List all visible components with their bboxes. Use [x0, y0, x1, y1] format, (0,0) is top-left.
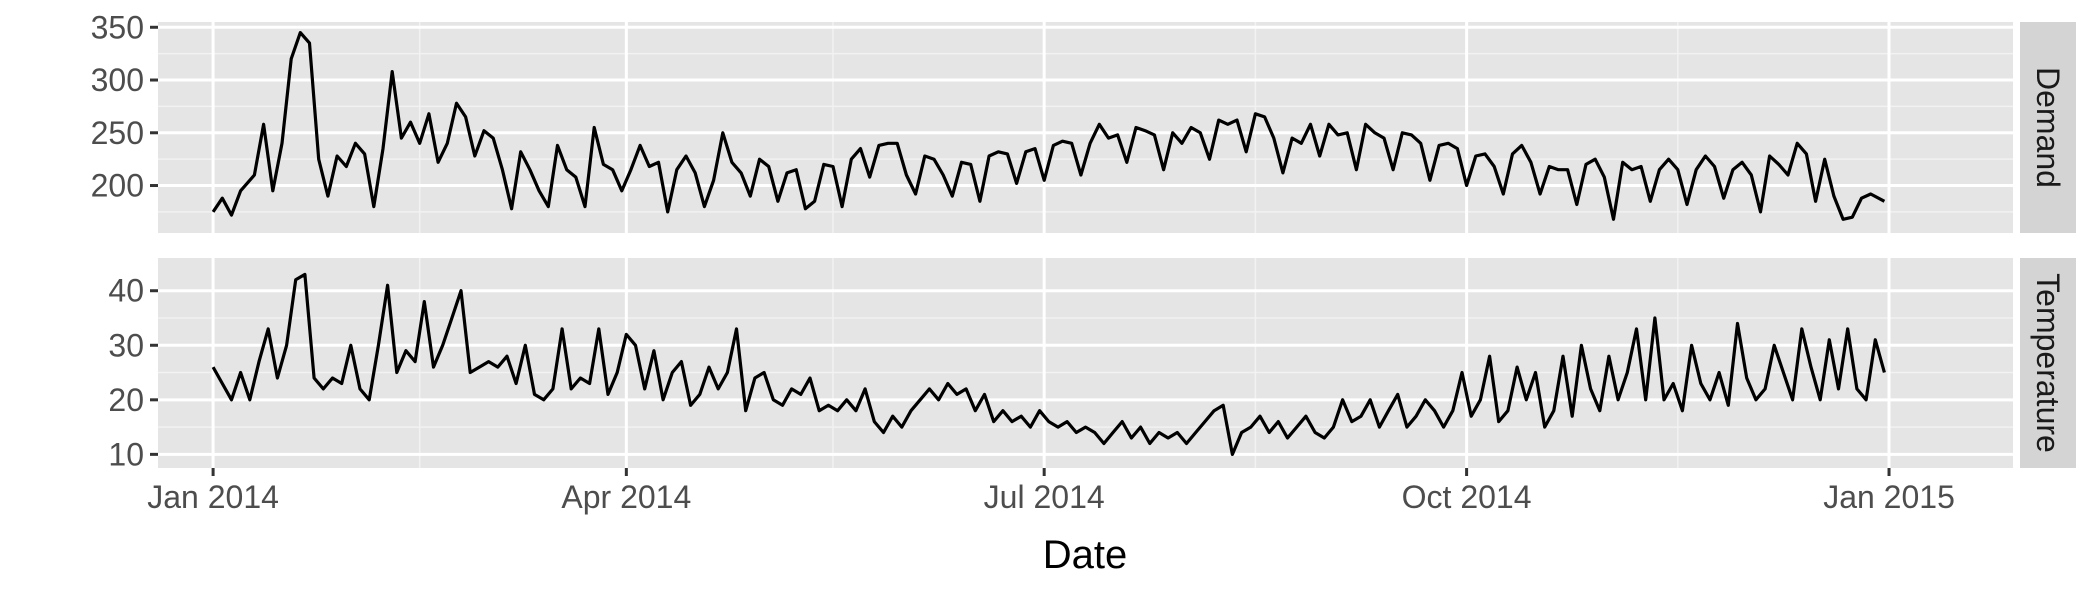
series-line-demand — [211, 31, 1886, 221]
y-tick-label: 350 — [91, 9, 144, 45]
y-tick-label: 10 — [108, 436, 144, 472]
facet-strip — [2020, 258, 2076, 468]
y-tick-label: 40 — [108, 273, 144, 309]
y-tick-label: 20 — [108, 382, 144, 418]
x-axis: Jan 2014 Apr 2014 Jul 2014 Oct 2014 Jan 2015 — [147, 468, 1955, 515]
x-tick-label: Jan 2014 — [147, 479, 279, 515]
facet-strip — [2020, 22, 2076, 233]
facet-strip-label: Demand — [2030, 67, 2066, 188]
panels-group: 200 250 300 350 Demand 10 20 30 40 Temperature — [91, 9, 2076, 472]
y-tick-label: 250 — [91, 115, 144, 151]
y-tick-label: 200 — [91, 168, 144, 204]
y-tick-label: 30 — [108, 327, 144, 363]
panel-background — [158, 258, 2013, 468]
panel-demand: 200 250 300 350 Demand — [91, 9, 2076, 233]
x-tick-label: Jan 2015 — [1823, 479, 1955, 515]
facet-strip-label: Temperature — [2030, 273, 2066, 453]
series-line-temperature — [211, 272, 1886, 456]
x-axis-title: Date — [1043, 533, 1128, 577]
x-tick-label: Jul 2014 — [984, 479, 1105, 515]
x-tick-label: Oct 2014 — [1402, 479, 1532, 515]
y-tick-label: 300 — [91, 62, 144, 98]
panel-temperature: 10 20 30 40 Temperature — [108, 258, 2076, 472]
x-tick-label: Apr 2014 — [561, 479, 691, 515]
